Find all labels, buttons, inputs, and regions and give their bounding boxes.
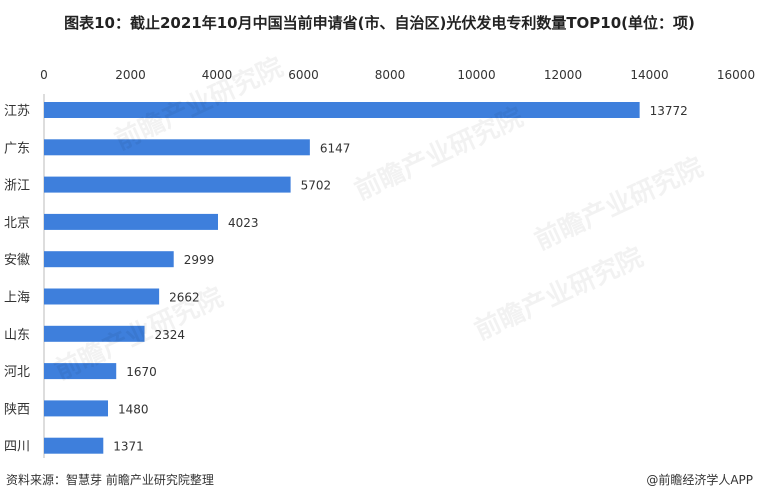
bar (44, 139, 310, 156)
data-label: 1480 (118, 402, 149, 416)
data-label: 13772 (650, 104, 688, 118)
x-tick-label: 10000 (457, 68, 495, 82)
x-tick-label: 0 (40, 68, 48, 82)
data-label: 2324 (155, 328, 186, 342)
x-tick-label: 14000 (630, 68, 668, 82)
bar (44, 400, 109, 417)
data-label: 4023 (228, 216, 259, 230)
x-tick-label: 6000 (288, 68, 319, 82)
data-label: 2999 (184, 253, 215, 267)
category-label: 北京 (4, 216, 30, 231)
bar (44, 437, 104, 454)
x-tick-label: 8000 (375, 68, 406, 82)
bar (44, 213, 218, 230)
category-label: 四川 (4, 440, 30, 455)
bar (44, 102, 640, 118)
bar (44, 176, 291, 193)
data-label: 6147 (320, 141, 351, 155)
category-label: 山东 (4, 328, 30, 343)
x-tick-label: 2000 (115, 68, 146, 82)
chart-title: 图表10：截止2021年10月中国当前申请省(市、自治区)光伏发电专利数量TOP… (64, 14, 695, 32)
bar (44, 288, 160, 305)
category-label: 陕西 (4, 402, 30, 417)
category-label: 安徽 (4, 253, 30, 268)
watermark: 前瞻产业研究院 (470, 241, 648, 346)
bar (44, 325, 145, 342)
category-label: 浙江 (4, 179, 30, 194)
x-tick-label: 4000 (202, 68, 233, 82)
category-label: 广东 (4, 141, 30, 156)
x-tick-label: 12000 (544, 68, 582, 82)
x-tick-label: 16000 (717, 68, 755, 82)
watermark: 前瞻产业研究院 (530, 151, 708, 256)
source-note: 资料来源：智慧芽 前瞻产业研究院整理 (6, 473, 214, 487)
brand-label: @前瞻经济学人APP (646, 473, 753, 487)
data-label: 1670 (126, 365, 157, 379)
bar (44, 363, 117, 380)
bar (44, 251, 174, 268)
data-label: 2662 (169, 291, 200, 305)
category-label: 河北 (4, 365, 30, 380)
data-label: 5702 (301, 179, 332, 193)
category-label: 上海 (4, 291, 30, 306)
category-label: 江苏 (4, 103, 30, 119)
data-label: 1371 (113, 440, 144, 454)
